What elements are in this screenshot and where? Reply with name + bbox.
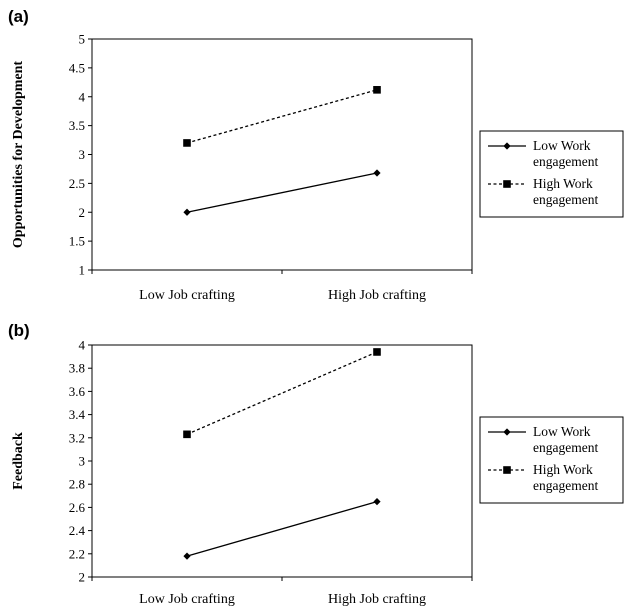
panel-b-legend-high-engagement-text: engagement (533, 478, 598, 493)
panel-b-y-tick-label: 2.2 (69, 546, 85, 561)
panel-b-plot-area (91, 344, 473, 578)
panel-a-y-tick-label: 1 (79, 263, 86, 278)
panel-a-x-tick-label: Low Job crafting (139, 288, 235, 303)
panel-a-series-high-engagement-line (186, 89, 378, 144)
panel-a-legend-low-engagement-text: engagement (533, 154, 598, 169)
panel-b-legend-low-engagement-text: Low Work (533, 424, 591, 439)
panel-a-series-high-engagement-point (183, 139, 191, 147)
panel-a-label: (a) (8, 7, 29, 26)
panel-b-legend-high-engagement-text: High Work (533, 462, 593, 477)
panel-a-legend (479, 130, 624, 218)
panel-a-y-tick-label: 4.5 (69, 60, 85, 75)
panel-b-label: (b) (8, 321, 30, 340)
panel-b-y-tick-label: 3.2 (69, 430, 85, 445)
panel-a-y-tick-label: 2.5 (69, 176, 85, 191)
panel-b-series-low-engagement-point (373, 498, 381, 506)
panel-a-legend-low-engagement-swatch-marker (503, 142, 511, 150)
panel-b-y-tick-label: 3.6 (69, 384, 86, 399)
panel-a-y-tick-label: 1.5 (69, 234, 85, 249)
panel-b-y-tick-label: 4 (79, 338, 86, 353)
panel-a-legend-high-engagement-text: engagement (533, 192, 598, 207)
panel-a-y-tick-label: 5 (79, 32, 86, 47)
panel-b-series-high-engagement-point (183, 430, 191, 439)
panel-a-series-low-engagement-point (373, 169, 381, 177)
panel-b-y-tick-label: 2.8 (69, 477, 85, 492)
panel-b-series-high-engagement-point (373, 348, 381, 356)
panel-b-series-low-engagement-point (183, 552, 191, 560)
panel-b-y-tick-label: 2.6 (69, 500, 86, 515)
panel-a-y-axis-label: Opportunities for Development (11, 61, 26, 249)
panel-a-series-low-engagement-point (183, 208, 191, 216)
panel-b-series-high-engagement-line (186, 351, 378, 435)
panel-b-y-tick-label: 3.8 (69, 361, 85, 376)
panel-a-y-tick-label: 3.5 (69, 118, 85, 133)
panel-b-x-tick-label: Low Job crafting (139, 592, 235, 607)
panel-b-y-tick-label: 3 (79, 454, 86, 469)
panel-a-y-tick-label: 2 (79, 205, 86, 220)
panel-a-x-tick-label: High Job crafting (328, 288, 426, 303)
panel-a-plot-area (91, 38, 473, 271)
panel-b-x-tick-label: High Job crafting (328, 592, 426, 607)
panel-b-legend-high-engagement-swatch-marker (503, 466, 511, 474)
panel-b-y-tick-label: 2 (79, 570, 86, 585)
panel-b-y-tick-label: 3.4 (69, 407, 86, 422)
panel-a-legend-high-engagement-text: High Work (533, 176, 593, 191)
panel-a-legend-low-engagement-text: Low Work (533, 138, 591, 153)
panel-b-y-axis-label: Feedback (11, 432, 26, 490)
panel-b-legend-low-engagement-swatch-marker (503, 428, 511, 436)
panel-a-series-high-engagement-point (373, 86, 381, 94)
panel-b-y-tick-label: 2.4 (69, 523, 86, 538)
panel-a-legend-high-engagement-swatch-marker (503, 180, 511, 188)
panel-b-series-low-engagement-line (186, 500, 378, 557)
panel-a-y-tick-label: 3 (79, 147, 86, 162)
panel-b-legend (479, 416, 624, 504)
panel-a-series-low-engagement-line (186, 172, 378, 213)
panel-a-y-tick-label: 4 (79, 89, 86, 104)
panel-b-legend-low-engagement-text: engagement (533, 440, 598, 455)
